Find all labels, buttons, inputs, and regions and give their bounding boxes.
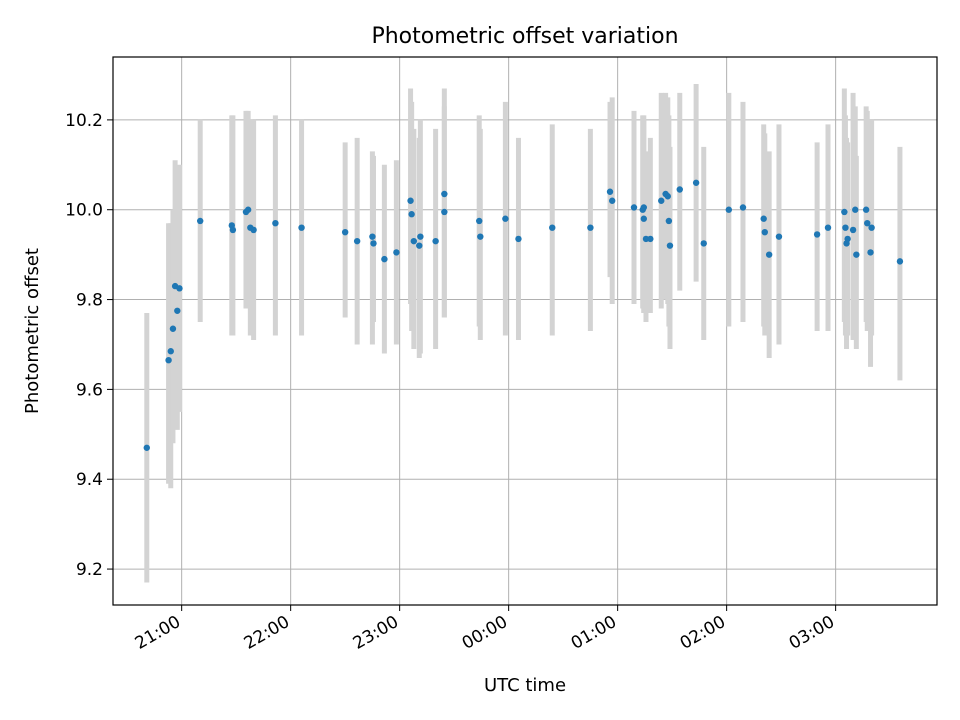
plot-frame [112,56,938,606]
y-axis-label: Photometric offset [22,248,43,414]
data-point [369,233,376,240]
data-point [381,255,388,263]
data-point [761,228,768,236]
data-point [725,206,733,213]
data-point [864,219,871,227]
y-axis-ticks: 9.2 9.4 9.6 9.8 10.0 10.2 [65,111,113,580]
data-point [244,206,252,213]
data-point [700,240,707,247]
data-point [272,219,279,227]
data-point [441,190,448,198]
data-point [408,211,415,218]
data-point [250,226,257,234]
data-point [370,240,377,247]
data-point [165,356,172,364]
data-point [844,235,851,243]
data-point [842,224,849,231]
data-point [477,233,484,240]
data-point [824,224,832,231]
data-point [298,224,305,231]
data-point [176,285,183,292]
data-point [167,348,174,355]
data-point [169,325,177,332]
data-point [664,193,671,200]
data-point [229,226,237,234]
data-point [852,206,859,213]
data-point [765,251,773,258]
data-point [515,235,522,243]
data-point [676,186,683,193]
data-point [739,204,747,211]
data-point [441,208,448,216]
data-point [630,204,638,211]
data-point [775,233,783,240]
data-point [896,258,904,265]
data-point [416,242,423,249]
chart-title: Photometric offset variation [371,24,678,49]
data-point [410,237,418,245]
data-point [640,204,648,211]
data-point [868,224,875,231]
data-point [341,228,349,236]
data-point [432,237,439,245]
data-point [665,217,673,225]
data-point [813,231,821,238]
data-point [174,307,181,314]
data-point [393,249,400,256]
data-point [502,215,509,222]
data-point [417,233,424,240]
y-tick-label: 10.0 [65,201,103,221]
data-point [841,208,848,216]
data-point [608,197,616,204]
data-point [862,206,870,213]
data-point [849,226,857,234]
data-point [760,215,767,222]
y-tick-label: 9.2 [76,560,103,580]
y-tick-label: 10.2 [65,111,103,131]
data-point [407,197,414,204]
data-point [692,179,700,186]
data-point [666,242,674,249]
y-tick-label: 9.4 [76,470,103,490]
data-point [353,237,361,245]
data-point [640,215,648,222]
data-point [647,235,654,243]
data-point [549,224,556,231]
data-point [606,188,614,195]
data-point [476,217,483,225]
data-point [587,224,594,231]
y-tick-label: 9.8 [76,291,103,311]
data-points [143,179,904,451]
data-point [853,251,860,258]
data-point [143,444,150,451]
y-tick-label: 9.6 [76,380,103,400]
data-point [196,217,204,225]
data-point [867,249,874,256]
x-axis-label: UTC time [484,675,566,696]
data-point [658,197,665,204]
